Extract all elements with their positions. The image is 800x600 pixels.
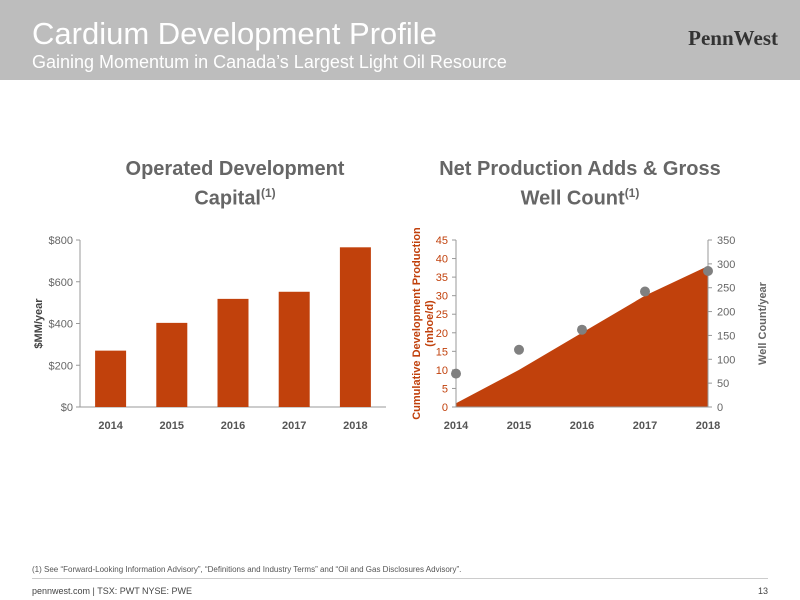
production-y-tick-label: 25: [436, 309, 448, 321]
capital-bar: [278, 291, 310, 407]
well-count-point: [451, 368, 461, 379]
capital-x-tick-label: 2017: [282, 420, 306, 432]
well-count-y-tick-label: 100: [717, 354, 735, 366]
footnote: (1) See “Forward-Looking Information Adv…: [32, 565, 462, 574]
capital-y-axis-label: $MM/year: [33, 298, 45, 349]
production-y-tick-label: 20: [436, 328, 448, 340]
capital-chart-title-text: Operated Development Capital: [125, 158, 345, 210]
capital-x-tick-label: 2016: [221, 420, 245, 432]
production-y-axis-label: Cumulative Development Production(mboe/d…: [411, 227, 436, 420]
well-count-point: [514, 344, 524, 355]
capital-y-tick-label: $400: [49, 319, 73, 331]
well-count-y-tick-label: 0: [717, 402, 723, 414]
production-y-tick-label: 0: [442, 402, 448, 414]
footer-text: pennwest.com | TSX: PWT NYSE: PWE: [32, 586, 193, 596]
well-count-point: [703, 266, 713, 277]
well-count-y-axis-label: Well Count/year: [757, 281, 769, 365]
pennwest-logo: PennWest: [688, 26, 778, 50]
page-number: 13: [757, 586, 768, 596]
production-x-tick-label: 2015: [507, 420, 531, 432]
production-y-tick-label: 45: [436, 235, 448, 247]
capital-bar: [339, 247, 371, 407]
production-y-tick-label: 40: [436, 254, 448, 266]
capital-chart-title-sup: (1): [261, 186, 276, 200]
production-x-tick-label: 2014: [444, 420, 469, 432]
capital-x-tick-label: 2018: [343, 420, 367, 432]
capital-chart-title: Operated Development Capital(1): [90, 157, 380, 211]
capital-y-tick-label: $600: [49, 277, 73, 289]
production-y-tick-label: 10: [436, 365, 448, 377]
production-x-tick-label: 2017: [633, 420, 657, 432]
capital-y-tick-label: $0: [61, 402, 73, 414]
production-y-tick-label: 15: [436, 346, 448, 358]
capital-bar: [95, 350, 127, 407]
production-y-tick-label: 35: [436, 272, 448, 284]
production-x-tick-label: 2018: [696, 420, 720, 432]
slide-subtitle: Gaining Momentum in Canada’s Largest Lig…: [32, 52, 507, 72]
production-chart-title-sup: (1): [624, 186, 640, 200]
capital-x-tick-label: 2014: [98, 420, 123, 432]
well-count-y-tick-label: 50: [717, 378, 729, 390]
well-count-point: [577, 324, 587, 335]
production-chart-title-text: Net Production Adds & Gross Well Count: [439, 158, 721, 210]
well-count-y-tick-label: 350: [717, 235, 735, 247]
production-y-tick-label: 30: [436, 291, 448, 303]
footer-divider: [32, 578, 768, 579]
capital-y-tick-label: $800: [49, 235, 73, 247]
well-count-y-tick-label: 200: [717, 307, 735, 319]
well-count-point: [640, 286, 650, 297]
capital-bar: [217, 298, 249, 407]
production-x-tick-label: 2016: [570, 420, 594, 432]
production-chart-title: Net Production Adds & Gross Well Count(1…: [430, 157, 730, 211]
well-count-y-tick-label: 150: [717, 330, 735, 342]
production-y-tick-label: 5: [442, 383, 448, 395]
capital-y-tick-label: $200: [49, 360, 73, 372]
slide-title: Cardium Development Profile: [32, 16, 437, 51]
well-count-y-tick-label: 300: [717, 259, 735, 271]
well-count-y-tick-label: 250: [717, 283, 735, 295]
capital-x-tick-label: 2015: [160, 420, 184, 432]
capital-bar: [156, 322, 188, 407]
slide-header: Cardium Development Profile Gaining Mome…: [0, 0, 800, 80]
production-area: [456, 265, 708, 407]
